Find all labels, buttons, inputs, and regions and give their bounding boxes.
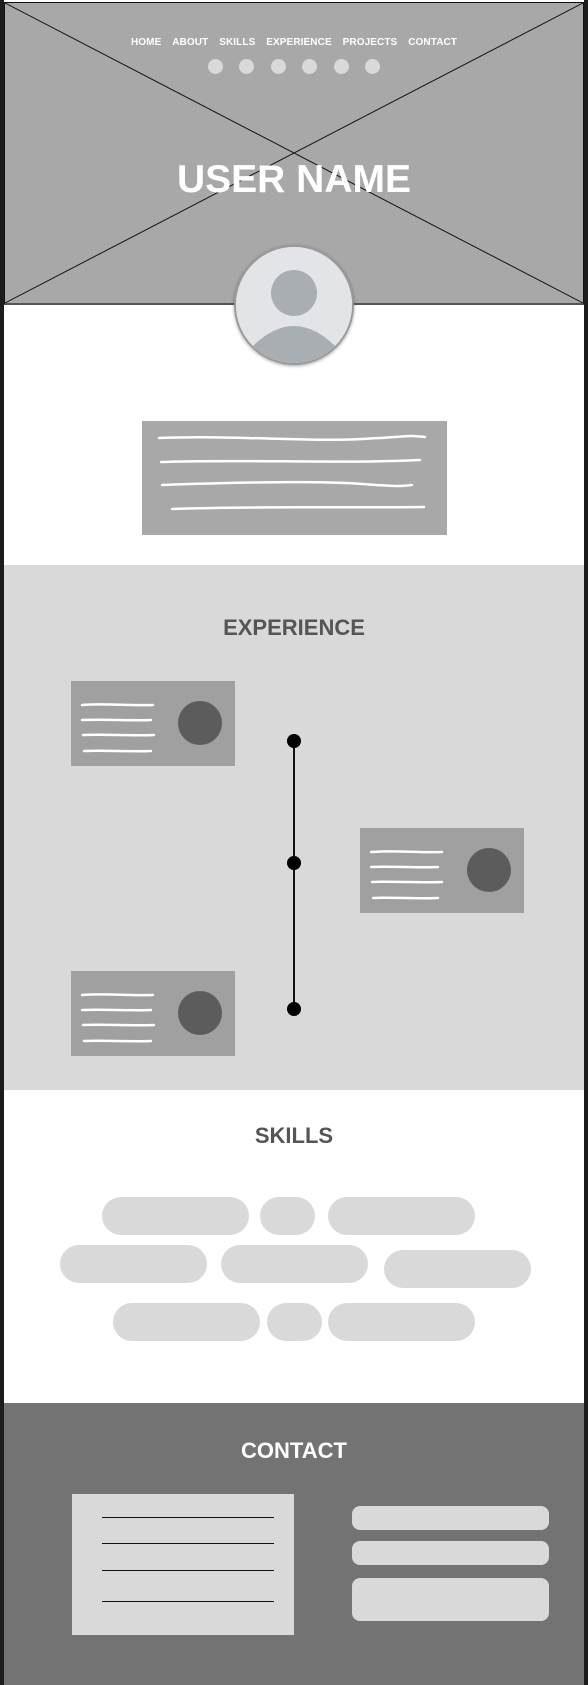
nav-item-contact[interactable]: CONTACT (408, 37, 458, 48)
text-line (102, 1517, 274, 1518)
user-avatar-icon (236, 247, 352, 363)
contact-email-field[interactable] (352, 1541, 549, 1565)
nav-item-home[interactable]: HOME (130, 37, 162, 48)
card-placeholder (369, 848, 511, 900)
timeline-line (293, 741, 295, 1011)
skill-pill[interactable] (102, 1197, 249, 1235)
nav-dot[interactable] (239, 59, 255, 74)
experience-card[interactable] (71, 681, 235, 766)
card-placeholder (80, 701, 222, 753)
about-text-placeholder (142, 421, 447, 535)
skill-pill[interactable] (260, 1197, 315, 1235)
nav-item-about[interactable]: ABOUT (172, 37, 209, 48)
nav-item-skills[interactable]: SKILLS (219, 37, 256, 48)
contact-name-field[interactable] (352, 1506, 549, 1530)
text-line (102, 1543, 274, 1544)
nav-dot[interactable] (365, 59, 381, 74)
skill-pill[interactable] (60, 1245, 207, 1283)
skill-pill[interactable] (221, 1245, 368, 1283)
experience-card[interactable] (71, 971, 235, 1056)
contact-title: CONTACT (241, 1438, 347, 1463)
nav-item-experience[interactable]: EXPERIENCE (266, 37, 332, 48)
contact-info-placeholder (72, 1494, 294, 1635)
skill-pill[interactable] (113, 1303, 260, 1341)
card-placeholder (80, 991, 222, 1043)
skill-pill[interactable] (384, 1250, 531, 1288)
timeline-dot[interactable] (287, 734, 301, 748)
image-placeholder-cross-icon (5, 3, 583, 303)
main-nav: HOME ABOUT SKILLS EXPERIENCE PROJECTS CO… (5, 37, 583, 48)
text-line (102, 1601, 274, 1602)
experience-section: EXPERIENCE (4, 565, 584, 1090)
nav-item-projects[interactable]: PROJECTS (342, 37, 398, 48)
nav-dot[interactable] (333, 59, 349, 74)
portfolio-page: HOME ABOUT SKILLS EXPERIENCE PROJECTS CO… (4, 0, 584, 1685)
contact-message-field[interactable] (352, 1578, 549, 1621)
user-name-title: USER NAME (176, 158, 412, 201)
scribble-lines (157, 434, 427, 511)
nav-dot[interactable] (302, 59, 318, 74)
nav-dots (5, 59, 583, 79)
timeline-dot[interactable] (287, 856, 301, 870)
experience-card[interactable] (360, 828, 524, 913)
avatar[interactable] (234, 245, 354, 365)
skill-pill[interactable] (328, 1197, 475, 1235)
contact-section: CONTACT (4, 1403, 584, 1685)
nav-dot[interactable] (270, 59, 286, 74)
skill-pill[interactable] (328, 1303, 475, 1341)
timeline-dot[interactable] (287, 1002, 301, 1016)
experience-title: EXPERIENCE (223, 615, 365, 640)
nav-dot[interactable] (207, 59, 223, 74)
text-line (102, 1570, 274, 1571)
skill-pill[interactable] (267, 1303, 322, 1341)
skills-title: SKILLS (254, 1123, 334, 1148)
